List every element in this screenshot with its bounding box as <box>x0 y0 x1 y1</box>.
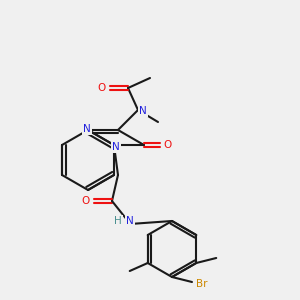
Text: O: O <box>82 196 90 206</box>
Text: N: N <box>112 142 120 152</box>
Text: N: N <box>139 106 147 116</box>
Text: Br: Br <box>196 279 208 289</box>
Text: N: N <box>83 124 91 134</box>
Text: N: N <box>126 216 134 226</box>
Text: H: H <box>114 216 122 226</box>
Text: O: O <box>164 140 172 150</box>
Text: O: O <box>98 83 106 93</box>
